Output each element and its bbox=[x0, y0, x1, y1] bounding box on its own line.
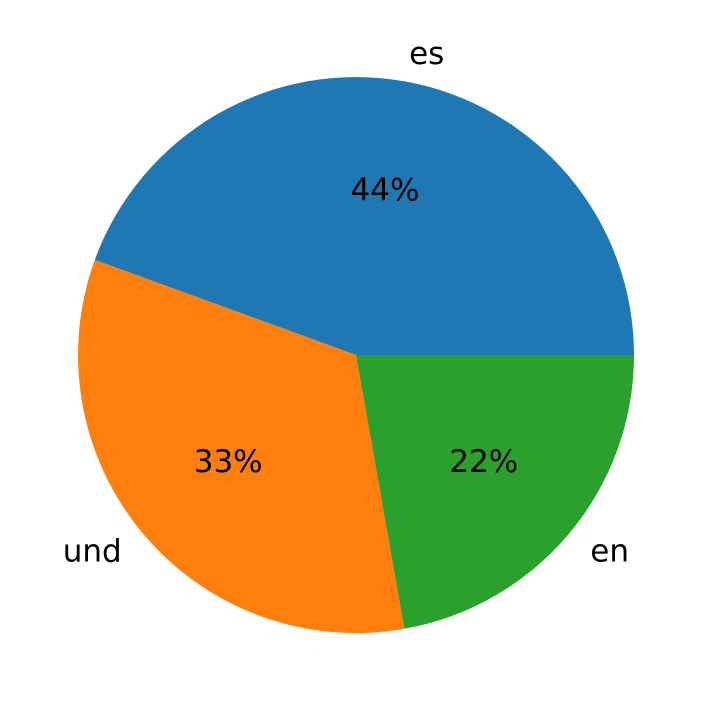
pie-slice-en bbox=[356, 355, 634, 629]
slice-pct-und: 33% bbox=[194, 444, 263, 480]
slice-label-es: es bbox=[409, 36, 444, 72]
slice-label-en: en bbox=[590, 534, 629, 570]
pie-slice-und bbox=[78, 259, 405, 634]
pie-slice-es bbox=[94, 77, 635, 355]
slice-pct-es: 44% bbox=[351, 173, 420, 209]
slice-label-und: und bbox=[63, 534, 122, 570]
slice-pct-en: 22% bbox=[449, 444, 518, 480]
